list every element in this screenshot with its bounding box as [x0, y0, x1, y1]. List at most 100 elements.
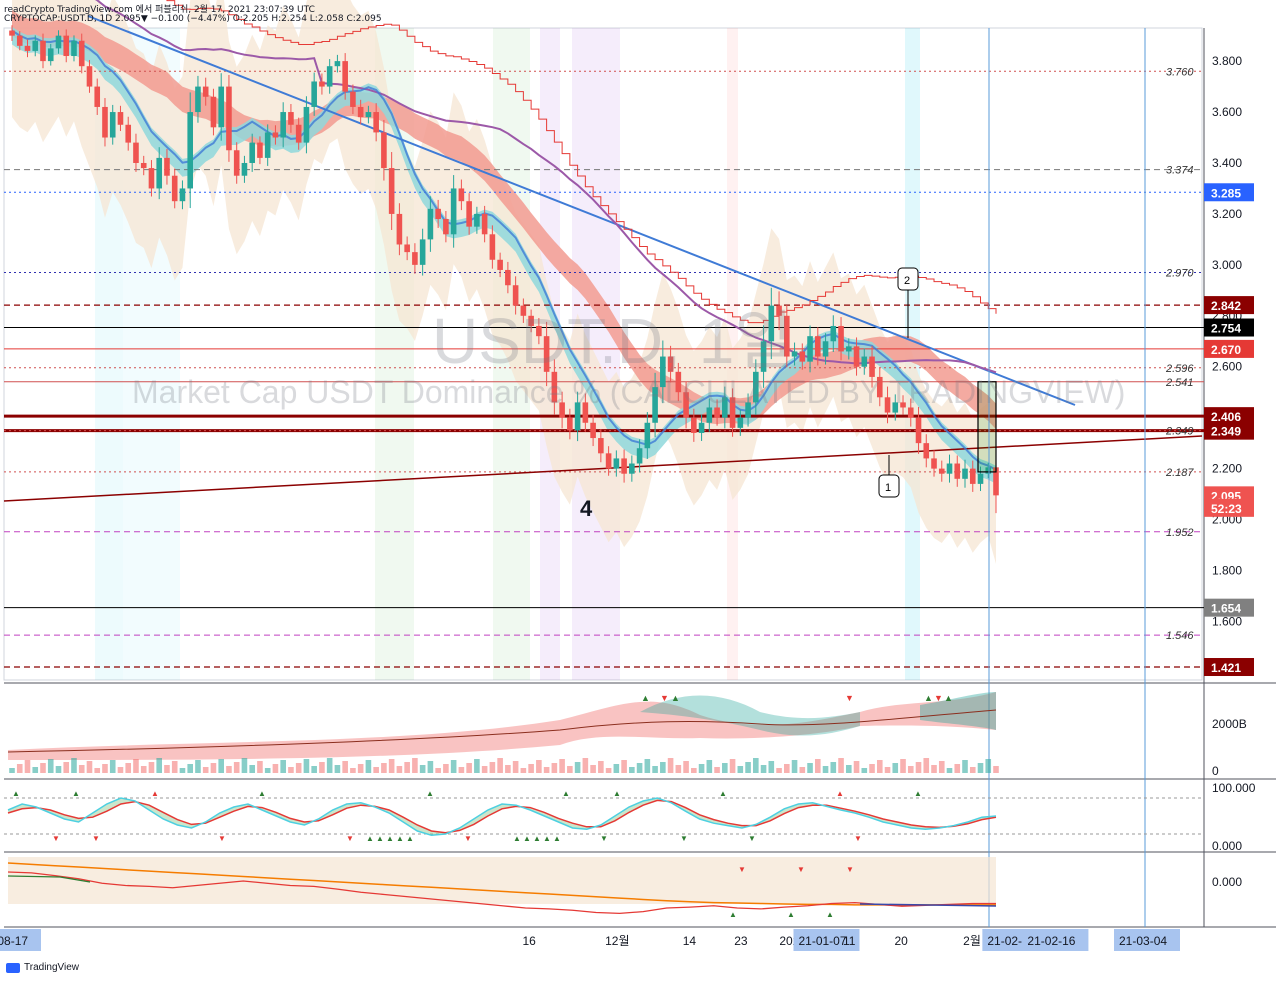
candle-body: [450, 188, 457, 235]
indicator1-cloud-green: [920, 692, 996, 730]
candle-body: [419, 239, 426, 265]
indicator2-signal: ▲: [376, 834, 384, 843]
volume-bar: [768, 761, 775, 773]
candle-body: [884, 397, 891, 413]
candle-body: [729, 397, 736, 428]
volume-bar: [536, 760, 542, 773]
price-level-label: 3.374: [1166, 165, 1194, 177]
volume-bar: [776, 768, 782, 773]
volume-bar: [404, 762, 410, 773]
price-badge: [1204, 658, 1254, 677]
signal-arrow: ▼: [845, 693, 854, 703]
candle-body: [667, 356, 674, 372]
candle-body: [915, 417, 922, 444]
descending-trendline: [87, 15, 1076, 406]
volume-bar: [822, 766, 829, 773]
volume-bar: [272, 764, 279, 773]
volume-bar: [629, 767, 635, 773]
candle-body: [784, 315, 790, 357]
candle-body: [822, 341, 829, 357]
volume-bar: [675, 765, 682, 773]
candle-body: [404, 244, 410, 253]
candle-body: [675, 371, 682, 393]
candle-body: [342, 61, 348, 92]
ascending-trendline: [3, 435, 1203, 502]
indicator2-signal: ▲: [396, 834, 404, 843]
volume-bar: [884, 767, 891, 773]
indicator2-tick: 100.000: [1212, 781, 1256, 795]
volume-bar: [171, 761, 178, 773]
indicator3-tick: 0.000: [1212, 875, 1242, 889]
candle-body: [288, 112, 294, 125]
volume-bar: [722, 763, 728, 773]
candle-body: [218, 86, 224, 128]
x-tick-label: 11: [843, 934, 856, 948]
indicator2-signal: ▼: [600, 834, 608, 843]
tradingview-logo-text: TradingView: [24, 962, 80, 973]
indicator2-signal: ▲: [719, 789, 727, 798]
volume-bar: [915, 762, 922, 773]
candle-body: [605, 453, 612, 469]
symbol-ohlc-legend: CRYPTOCAP:USDT.D, 1D 2.095▼ −0.100 (−4.4…: [4, 14, 382, 24]
indicator3-signal: ▼: [846, 865, 854, 874]
indicator1-tick: 0: [1212, 764, 1219, 778]
volume-bar: [667, 758, 674, 773]
candle-body: [931, 458, 937, 469]
volume-bar: [714, 767, 720, 773]
candle-body: [830, 325, 837, 342]
volume-bar: [543, 767, 550, 773]
candle-body: [869, 356, 875, 377]
volume-bar: [47, 759, 54, 773]
volume-bar: [985, 759, 992, 773]
volume-bar: [109, 760, 116, 773]
volume-bar: [931, 765, 937, 773]
candle-body: [551, 371, 558, 403]
price-level-label: 2.187: [1165, 467, 1194, 479]
candle-body: [799, 351, 806, 362]
candle-body: [876, 376, 883, 398]
candle-body: [497, 259, 503, 270]
y-tick-label: 2.600: [1212, 360, 1242, 374]
volume-bar: [450, 760, 457, 773]
volume-bar: [288, 767, 294, 773]
candle-body: [969, 468, 976, 484]
candle-body: [489, 234, 496, 260]
volume-bar: [551, 763, 558, 773]
candle-body: [16, 35, 23, 46]
indicator2-signal: ▲: [72, 789, 80, 798]
indicator2-signal: ▲: [406, 834, 414, 843]
signal-arrow: ▲: [671, 693, 680, 703]
indicator2-signal: ▲: [426, 789, 434, 798]
volume-bar: [652, 766, 658, 773]
volume-bar: [977, 763, 984, 773]
x-tick-label: 21-02-16: [1027, 934, 1075, 948]
indicator3-blue-segment: [859, 903, 997, 907]
candle-body: [280, 112, 286, 138]
volume-bar: [350, 768, 356, 773]
indicator2-signal: ▼: [218, 834, 226, 843]
volume-bar: [613, 764, 620, 773]
stepped-baseline: [166, 0, 997, 324]
candle-body: [226, 86, 232, 151]
volume-bar: [202, 767, 209, 773]
candle-body: [334, 61, 341, 67]
volume-bar: [326, 758, 333, 773]
candle-body: [698, 422, 705, 433]
x-axis-date-badge: [1114, 929, 1180, 951]
candle-body: [722, 397, 728, 418]
candle-body: [326, 66, 333, 87]
indicator2-d-line: [7, 799, 997, 834]
x-tick-label: 12월: [605, 934, 629, 948]
candle-body: [102, 106, 108, 138]
volume-bar: [993, 766, 999, 773]
price-badge: [1204, 296, 1254, 315]
candle-body: [714, 407, 720, 418]
candle-body: [311, 81, 317, 107]
volume-bar: [962, 760, 968, 773]
volume-bar: [435, 768, 441, 773]
volume-bar: [396, 766, 403, 773]
signal-arrow: ▲: [924, 693, 933, 703]
candle-body: [567, 417, 573, 431]
candle-body: [861, 356, 868, 367]
